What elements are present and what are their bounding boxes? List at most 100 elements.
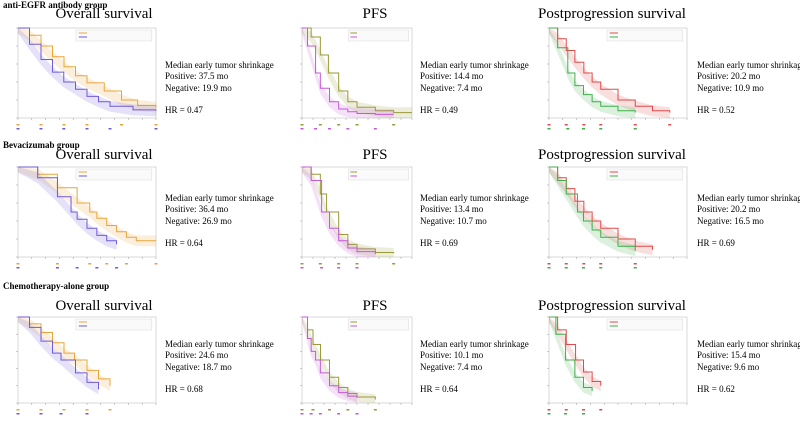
km-plot-svg xyxy=(547,166,688,269)
risk-mark xyxy=(599,409,603,411)
risk-mark xyxy=(39,128,43,130)
risk-mark xyxy=(547,128,551,130)
legend-box xyxy=(75,318,153,331)
risk-mark xyxy=(154,263,158,265)
ci-band-negative xyxy=(18,317,99,395)
stat-hr: HR = 0.68 xyxy=(165,383,203,394)
km-curve-positive xyxy=(302,27,412,114)
risk-mark xyxy=(566,128,570,130)
risk-mark xyxy=(547,267,551,269)
legend-box xyxy=(75,168,153,181)
km-chart-pps-egfr xyxy=(535,24,691,136)
stat-negative: Negative: 9.6 mo xyxy=(697,361,760,372)
risk-mark xyxy=(582,267,585,269)
km-curve-negative xyxy=(549,27,636,113)
stat-heading: Median early tumor shrinkage xyxy=(697,193,800,203)
stats-os-bev: Median early tumor shrinkage Positive: 3… xyxy=(165,193,274,249)
risk-mark xyxy=(633,267,637,269)
risk-mark xyxy=(39,124,43,126)
stat-heading: Median early tumor shrinkage xyxy=(420,193,529,203)
risk-mark xyxy=(328,128,331,130)
km-plot-svg xyxy=(16,27,158,130)
stats-pps-egfr: Median early tumor shrinkage Positive: 2… xyxy=(697,60,800,116)
risk-mark xyxy=(108,128,112,130)
risk-mark xyxy=(564,267,568,269)
risk-mark xyxy=(582,413,585,415)
risk-mark xyxy=(392,124,396,126)
stat-negative: Negative: 16.5 mo xyxy=(697,215,764,226)
km-curve-positive xyxy=(18,316,111,386)
risk-mark xyxy=(16,128,20,130)
risk-mark xyxy=(318,124,322,126)
risk-mark xyxy=(75,267,79,269)
km-curve-positive xyxy=(549,316,602,386)
title-pps-chemo: Postprogression survival xyxy=(538,298,686,314)
stats-pfs-bev: Median early tumor shrinkage Positive: 1… xyxy=(420,193,529,249)
title-pfs-bev: PFS xyxy=(362,147,388,163)
risk-mark xyxy=(599,263,603,265)
risk-mark xyxy=(59,413,63,415)
title-pfs-egfr: PFS xyxy=(362,6,388,22)
risk-mark xyxy=(564,413,568,415)
stat-heading: Median early tumor shrinkage xyxy=(697,60,800,70)
risk-mark xyxy=(346,409,350,411)
risk-mark xyxy=(599,128,603,130)
km-curve-negative xyxy=(18,166,118,245)
km-plot-svg xyxy=(547,316,688,415)
km-curve-positive xyxy=(18,27,157,108)
risk-mark xyxy=(564,124,568,126)
title-pps-egfr: Postprogression survival xyxy=(538,6,686,22)
plot-frame xyxy=(301,316,413,404)
risk-mark xyxy=(599,124,603,126)
group-title-anti-egfr: anti-EGFR antibody group xyxy=(3,0,108,10)
risk-mark xyxy=(115,267,119,269)
risk-mark xyxy=(547,409,551,411)
risk-mark xyxy=(85,409,89,411)
stat-positive: Positive: 24.6 mo xyxy=(165,350,229,361)
risk-mark xyxy=(311,409,315,411)
risk-mark xyxy=(547,124,551,126)
risk-mark xyxy=(547,413,551,415)
legend-box xyxy=(348,318,409,331)
km-chart-os-chemo xyxy=(4,313,160,421)
risk-mark xyxy=(355,267,359,269)
km-curve-negative xyxy=(302,166,376,255)
risk-mark xyxy=(300,267,304,269)
stat-heading: Median early tumor shrinkage xyxy=(165,193,274,203)
risk-mark xyxy=(108,409,112,411)
stat-hr: HR = 0.47 xyxy=(165,104,203,115)
stat-negative: Negative: 26.9 mo xyxy=(165,215,232,226)
stat-hr: HR = 0.62 xyxy=(697,383,735,394)
stat-positive: Positive: 36.4 mo xyxy=(165,204,229,215)
stats-pps-bev: Median early tumor shrinkage Positive: 2… xyxy=(697,193,800,249)
stat-positive: Positive: 15.4 mo xyxy=(697,350,761,361)
risk-mark xyxy=(85,128,89,130)
risk-mark xyxy=(318,263,322,265)
km-curve-negative xyxy=(549,166,636,251)
risk-mark xyxy=(633,124,637,126)
ci-band-positive xyxy=(549,28,670,118)
km-chart-pfs-egfr xyxy=(288,24,416,136)
legend-box xyxy=(348,29,409,42)
risk-mark xyxy=(668,124,672,126)
stat-negative: Negative: 7.4 mo xyxy=(420,361,483,372)
risk-mark xyxy=(85,124,89,126)
risk-mark xyxy=(633,128,637,130)
stat-negative: Negative: 7.4 mo xyxy=(420,82,483,93)
stat-heading: Median early tumor shrinkage xyxy=(697,339,800,349)
risk-mark xyxy=(355,413,359,415)
risk-mark xyxy=(124,263,128,265)
risk-mark xyxy=(85,413,89,415)
risk-mark xyxy=(337,263,341,265)
risk-mark xyxy=(582,263,586,265)
risk-mark xyxy=(62,128,66,130)
risk-mark xyxy=(564,263,568,265)
km-chart-os-egfr xyxy=(4,24,160,136)
risk-mark xyxy=(355,124,359,126)
risk-mark xyxy=(355,263,359,265)
stat-heading: Median early tumor shrinkage xyxy=(165,339,274,349)
risk-mark xyxy=(16,409,20,411)
stat-hr: HR = 0.64 xyxy=(420,383,458,394)
risk-mark xyxy=(337,124,341,126)
risk-mark xyxy=(39,409,43,411)
